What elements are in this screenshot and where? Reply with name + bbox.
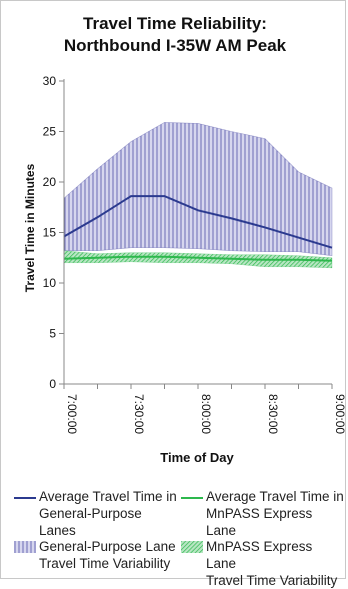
legend-swatch-gp-average: [14, 497, 36, 499]
legend-swatch-gp-variability: [14, 541, 36, 553]
x-tick-label: 7:00:00: [65, 394, 79, 434]
x-tick-label: 8:30:00: [266, 394, 280, 434]
legend-label-mnpass-average: Average Travel Time in MnPASS Express La…: [206, 489, 344, 538]
y-tick-label: 0: [49, 377, 56, 391]
y-tick-label: 5: [49, 327, 56, 341]
y-tick-label: 10: [43, 276, 57, 290]
legend-swatch-mnpass-variability: [181, 541, 203, 553]
chart-frame: [0, 0, 346, 579]
y-tick-label: 25: [43, 125, 57, 139]
travel-time-chart: Travel Time Reliability: Northbound I-35…: [23, 14, 347, 465]
x-axis-label: Time of Day: [160, 450, 234, 465]
gp-variability-band: [63, 122, 333, 257]
legend-label-mnpass-variability: MnPASS Express Lane Travel Time Variabil…: [206, 539, 338, 588]
chart-title-line2: Northbound I-35W AM Peak: [64, 36, 287, 55]
x-tick-label: 8:00:00: [199, 394, 213, 434]
mnpass-average-line: [63, 255, 333, 262]
mnpass-variability-band: [63, 250, 333, 269]
legend-swatch-mnpass-average: [181, 497, 203, 499]
legend-item-mnpass-average: Average Travel Time in MnPASS Express La…: [181, 488, 346, 539]
plot-area: 0 5 10 15 20 25 30 7:00:00 7:30:00 8:00:00 8:30:00…: [43, 74, 347, 434]
y-tick-label: 15: [43, 226, 57, 240]
legend-item-gp-average: Average Travel Time in General-Purpose L…: [14, 488, 179, 539]
legend-item-mnpass-variability: MnPASS Express Lane Travel Time Variabil…: [181, 538, 346, 589]
y-tick-label: 30: [43, 74, 57, 88]
x-tick-label: 9:00:00: [333, 394, 347, 434]
chart-title-line1: Travel Time Reliability:: [83, 14, 267, 33]
gp-average-line: [63, 195, 333, 249]
y-axis-label: Travel Time in Minutes: [23, 163, 37, 292]
x-tick-label: 7:30:00: [132, 394, 146, 434]
legend-item-gp-variability: General-Purpose Lane Travel Time Variabi…: [14, 538, 179, 572]
y-tick-label: 20: [43, 175, 57, 189]
legend-label-gp-variability: General-Purpose Lane Travel Time Variabi…: [39, 539, 176, 571]
legend-label-gp-average: Average Travel Time in General-Purpose L…: [39, 489, 177, 538]
